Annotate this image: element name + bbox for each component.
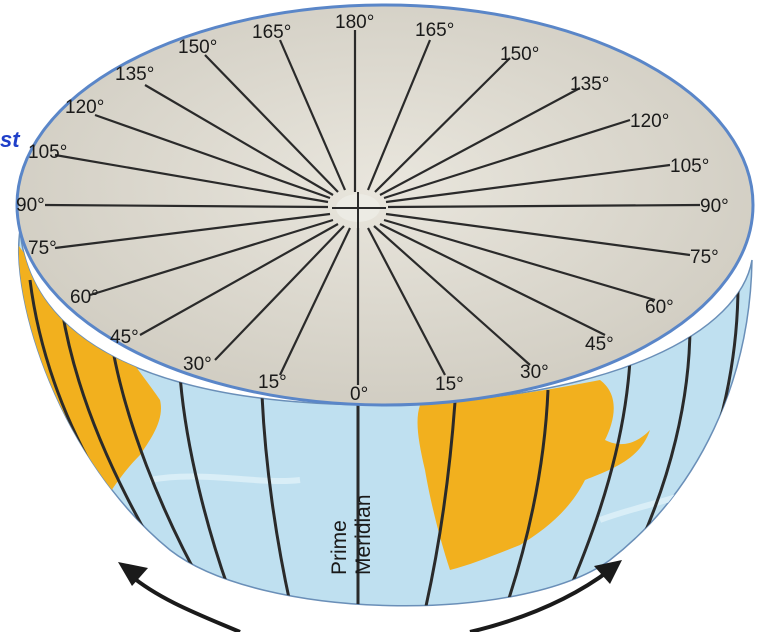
rotation-arrows xyxy=(128,568,612,632)
label-135w: 135° xyxy=(115,64,154,85)
spoke-90w xyxy=(44,203,329,209)
side-meridian-30e xyxy=(498,389,550,606)
spoke-60w xyxy=(89,218,334,297)
label-105e: 105° xyxy=(670,156,709,177)
spoke-15w xyxy=(279,227,351,376)
label-180: 180° xyxy=(335,12,374,33)
spoke-135e xyxy=(379,87,581,196)
label-90w: 90° xyxy=(16,195,45,216)
spoke-165e xyxy=(366,39,432,191)
side-meridian-15w xyxy=(260,394,297,606)
spoke-45e xyxy=(379,223,606,336)
label-105w: 105° xyxy=(28,142,67,163)
label-15w: 15° xyxy=(258,372,287,393)
prime-meridian-label: Prime Meridian xyxy=(328,494,375,575)
spoke-150w xyxy=(204,54,339,193)
spoke-105e xyxy=(385,163,671,204)
side-meridian-45e xyxy=(563,359,632,601)
meridian-spokes xyxy=(44,30,701,385)
label-0: 0° xyxy=(350,384,368,405)
hemisphere-side xyxy=(18,229,753,607)
spoke-90e xyxy=(387,203,701,209)
rotation-arrow-left xyxy=(128,573,241,632)
label-45e: 45° xyxy=(585,334,614,355)
side-meridian-60w xyxy=(60,309,152,541)
label-120w: 120° xyxy=(65,97,104,118)
spoke-30e xyxy=(373,225,531,366)
spoke-45w xyxy=(139,223,339,336)
label-75e: 75° xyxy=(690,247,719,268)
spoke-15e xyxy=(367,227,446,376)
label-165e: 165° xyxy=(415,20,454,41)
label-150e: 150° xyxy=(500,44,539,65)
equatorial-plane: 180° 165° 150° 135° 120° 105° 90° 75° 60… xyxy=(15,3,755,407)
label-15e: 15° xyxy=(435,374,464,395)
arrowhead-right-icon xyxy=(594,560,622,584)
left-edge-label: st xyxy=(0,127,21,152)
label-60e: 60° xyxy=(645,297,674,318)
label-135e: 135° xyxy=(570,74,609,95)
label-60w: 60° xyxy=(70,287,99,308)
label-120e: 120° xyxy=(630,111,669,132)
spoke-30w xyxy=(214,225,345,361)
label-45w: 45° xyxy=(110,327,139,348)
label-90e: 90° xyxy=(700,196,729,217)
arrowhead-left-icon xyxy=(118,562,148,586)
spoke-120w xyxy=(94,113,331,200)
side-meridian-15e xyxy=(418,401,457,606)
prime-meridian-line1: Prime xyxy=(328,520,351,575)
label-75w: 75° xyxy=(28,238,57,259)
spoke-105w xyxy=(54,153,329,204)
spoke-165w xyxy=(278,39,347,191)
label-30w: 30° xyxy=(183,354,212,375)
spoke-75e xyxy=(385,212,691,257)
spoke-135w xyxy=(144,84,334,196)
land-africa xyxy=(417,380,650,570)
prime-meridian-line2: Meridian xyxy=(352,494,375,575)
spoke-75w xyxy=(54,212,331,250)
rotation-arrow-right xyxy=(469,568,612,632)
side-meridian-45w xyxy=(110,344,207,591)
label-30e: 30° xyxy=(520,362,549,383)
degree-labels: 180° 165° 150° 135° 120° 105° 90° 75° 60… xyxy=(16,12,729,405)
spoke-60e xyxy=(383,218,656,302)
label-150w: 150° xyxy=(178,37,217,58)
spoke-150e xyxy=(374,57,511,193)
spoke-120e xyxy=(383,118,631,200)
label-165w: 165° xyxy=(252,22,291,43)
